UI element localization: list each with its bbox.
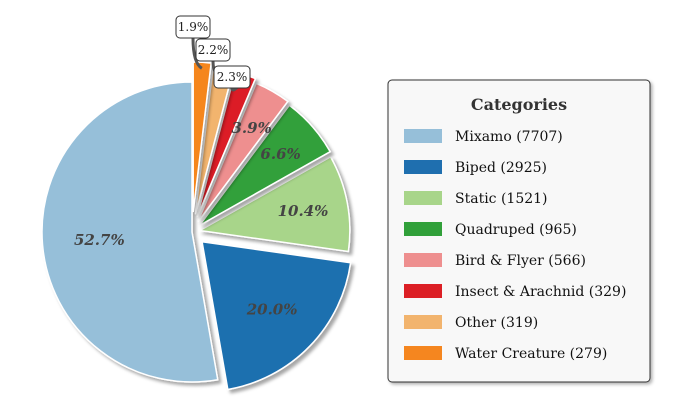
- slice-percent-label: 52.7%: [74, 231, 125, 249]
- slice-percent-label: 20.0%: [246, 301, 298, 319]
- legend-swatch: [404, 253, 442, 267]
- legend-label: Other (319): [455, 315, 538, 331]
- legend-label: Biped (2925): [455, 160, 547, 176]
- legend-label: Insect & Arachnid (329): [455, 284, 626, 300]
- callout-percent-label: 2.3%: [217, 70, 248, 84]
- legend-label: Mixamo (7707): [455, 129, 563, 145]
- slice-percent-label: 10.4%: [278, 202, 329, 220]
- legend-swatch: [404, 222, 442, 236]
- legend-label: Water Creature (279): [455, 346, 607, 362]
- callout-arrow: [191, 37, 203, 70]
- legend-label: Static (1521): [455, 191, 548, 207]
- legend: Categories Mixamo (7707) Biped (2925) Stat…: [387, 79, 651, 383]
- pie-slice: [192, 61, 212, 213]
- legend-swatch: [404, 315, 442, 329]
- callouts: 1.9% 2.2% 2.3%: [175, 15, 251, 92]
- legend-box: [387, 79, 651, 383]
- legend-swatch: [404, 129, 442, 143]
- legend-swatch: [404, 284, 442, 298]
- callout-percent-label: 2.2%: [198, 43, 229, 57]
- legend-swatch: [404, 191, 442, 205]
- pie-slice: [201, 240, 352, 391]
- pie-slice: [197, 82, 289, 223]
- legend-swatch: [404, 346, 442, 360]
- pie-slice: [197, 155, 351, 253]
- slice-percent-label: 6.6%: [260, 145, 300, 163]
- pie-slice: [41, 81, 219, 383]
- pie-slice: [198, 104, 332, 227]
- pie-slices: [41, 61, 352, 391]
- callout-box: [195, 38, 231, 62]
- legend-title: Categories: [471, 95, 567, 114]
- callout-percent-label: 1.9%: [178, 20, 209, 34]
- legend-label: Quadruped (965): [455, 222, 577, 238]
- legend-items: Mixamo (7707) Biped (2925) Static (1521) Qu…: [404, 129, 626, 362]
- callout-box: [175, 15, 211, 39]
- legend-swatch: [404, 160, 442, 174]
- callout-box: [213, 65, 251, 89]
- legend-label: Bird & Flyer (566): [455, 253, 586, 269]
- slice-labels: 52.7% 20.0% 10.4% 6.6% 3.9%: [74, 119, 328, 319]
- slice-percent-label: 3.9%: [231, 119, 271, 137]
